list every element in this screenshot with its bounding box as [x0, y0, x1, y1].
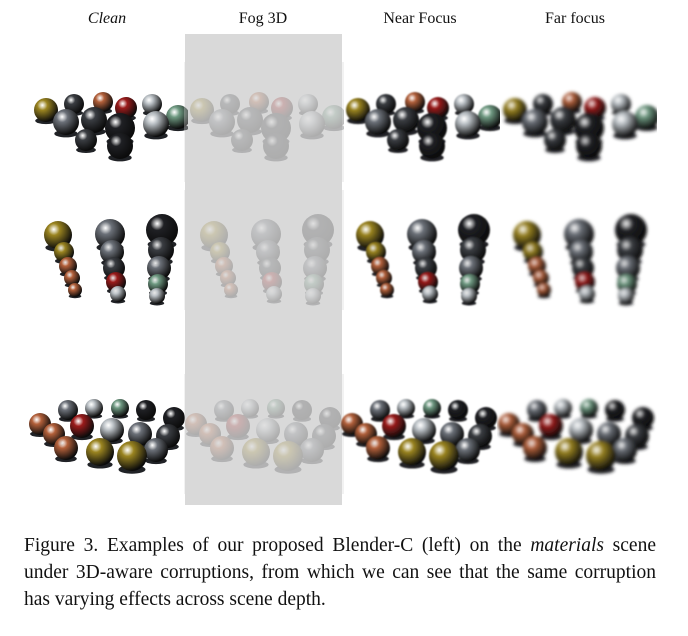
render-row1-col0	[28, 190, 188, 310]
render-row1-col1	[184, 190, 344, 310]
render-row0-col2	[340, 62, 500, 182]
render-row2-col2	[340, 374, 500, 494]
figure-caption: Figure 3. Examples of our proposed Blend…	[24, 532, 656, 613]
caption-italic: materials	[530, 535, 604, 556]
column-title-near-focus: Near Focus	[383, 10, 457, 27]
render-row0-col0	[28, 62, 188, 182]
caption-text-2: scene under 3D-aware corruptions, from w…	[24, 535, 656, 610]
column-title-fog-3d: Fog 3D	[238, 10, 288, 27]
caption-text-1: Examples of our proposed Blender-C (left…	[106, 535, 531, 556]
column-title-far-focus: Far focus	[545, 10, 605, 27]
render-row1-col3	[497, 190, 657, 310]
render-row1-col2	[340, 190, 500, 310]
render-row0-col1	[184, 62, 344, 182]
render-row2-col0	[28, 374, 188, 494]
column-title-clean: Clean	[87, 10, 127, 27]
render-row2-col1	[184, 374, 344, 494]
caption-prefix: Figure 3.	[24, 535, 99, 556]
render-row2-col3	[497, 374, 657, 494]
render-row0-col3	[497, 62, 657, 182]
